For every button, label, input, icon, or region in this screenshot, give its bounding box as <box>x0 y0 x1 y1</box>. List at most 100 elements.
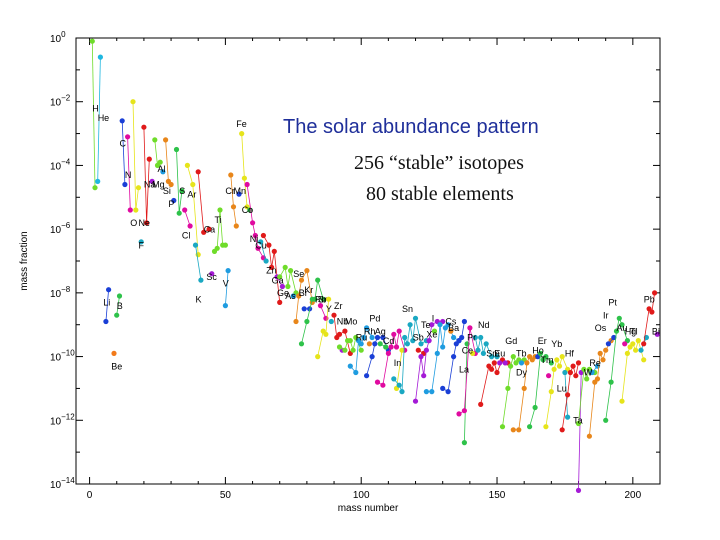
element-label: Co <box>242 205 254 215</box>
element-series-H <box>89 38 98 191</box>
isotope-point <box>111 350 117 356</box>
element-series-Kr <box>298 277 326 347</box>
isotope-point <box>440 385 446 391</box>
isotope-point <box>214 245 220 251</box>
isotope-point <box>133 207 139 213</box>
isotope-point <box>304 318 310 325</box>
isotope-point <box>516 427 522 433</box>
isotope-point <box>282 264 288 270</box>
isotope-point <box>160 169 166 175</box>
element-series-Cs <box>448 328 454 334</box>
isotope-point <box>589 369 595 376</box>
element-series-Os <box>586 338 614 439</box>
element-label: S <box>179 186 185 196</box>
isotope-point <box>92 185 98 191</box>
isotope-point <box>429 389 435 395</box>
element-label: Rh <box>364 326 376 336</box>
isotope-point <box>252 232 258 239</box>
isotope-point <box>312 296 318 302</box>
isotope-point <box>649 309 655 315</box>
y-tick-label: 10−2 <box>50 94 71 109</box>
isotope-point <box>652 290 658 296</box>
isotope-point <box>565 414 571 420</box>
isotope-point <box>478 401 484 407</box>
isotope-point <box>317 303 324 309</box>
isotope-point <box>434 350 440 356</box>
element-series-Sc <box>209 271 215 277</box>
isotope-point <box>543 424 549 430</box>
isotope-point <box>106 287 112 293</box>
isotope-line <box>184 209 191 227</box>
isotope-point <box>459 334 465 341</box>
isotope-point <box>613 328 620 334</box>
element-series-Cd <box>374 328 408 388</box>
isotope-point <box>461 408 467 414</box>
element-label: Cl <box>182 231 191 241</box>
element-label: Br <box>299 288 308 298</box>
element-label: Ni <box>250 234 258 244</box>
element-series-Pt <box>603 315 631 423</box>
isotope-point <box>266 242 272 248</box>
element-label: P <box>168 199 174 209</box>
isotope-point <box>456 411 462 417</box>
isotope-point <box>141 124 147 130</box>
element-series-Li <box>103 287 112 325</box>
element-series-Fe <box>239 131 250 210</box>
element-label: He <box>98 113 110 123</box>
isotope-point <box>470 350 476 356</box>
element-label: Sc <box>206 272 217 282</box>
element-label: Y <box>326 304 332 314</box>
isotope-point <box>616 315 622 321</box>
isotope-line <box>143 127 150 223</box>
element-label: Sn <box>402 304 413 314</box>
isotope-point <box>478 334 484 341</box>
element-label: Sb <box>413 333 424 343</box>
element-label: Yb <box>551 339 562 349</box>
x-axis-label: mass number <box>338 503 399 514</box>
isotope-line <box>260 241 267 262</box>
element-series-V <box>222 268 231 309</box>
isotope-point <box>518 360 525 366</box>
isotope-point <box>461 318 467 325</box>
isotope-point <box>499 424 506 430</box>
element-series-Pb <box>641 290 658 347</box>
isotope-point <box>562 369 568 376</box>
element-label: Au <box>617 323 628 333</box>
isotope-point <box>260 232 266 239</box>
element-label: Ba <box>448 323 459 333</box>
isotope-point <box>494 354 500 360</box>
isotope-point <box>418 341 424 347</box>
isotope-point <box>206 226 212 232</box>
element-series-Nd <box>472 334 500 360</box>
isotope-point <box>103 318 109 325</box>
isotope-point <box>380 334 386 341</box>
isotope-point <box>404 341 410 347</box>
isotope-point <box>570 363 576 369</box>
element-series-Yb <box>543 354 571 430</box>
element-label: Ta <box>573 416 583 426</box>
isotope-point <box>575 487 582 493</box>
isotope-point <box>296 293 302 299</box>
isotope-point <box>423 389 429 395</box>
element-series-Pd <box>364 334 391 379</box>
element-series-Bi <box>654 331 660 337</box>
element-label: Cd <box>383 336 395 346</box>
element-series-Zn <box>260 232 283 305</box>
isotope-point <box>130 99 136 105</box>
element-label: Os <box>595 323 607 333</box>
isotope-point <box>149 178 155 184</box>
isotope-point <box>467 325 473 331</box>
isotope-point <box>472 334 478 341</box>
isotope-point <box>537 350 544 356</box>
isotope-point <box>222 303 228 309</box>
y-tick-label: 10−8 <box>50 285 71 300</box>
element-label: Na <box>144 180 156 190</box>
element-series-I <box>431 328 438 334</box>
isotope-point <box>222 242 228 248</box>
element-series-P <box>171 197 177 204</box>
isotope-point <box>611 334 617 341</box>
isotope-line <box>458 327 476 415</box>
isotope-point <box>361 334 367 341</box>
isotope-point <box>641 357 647 363</box>
